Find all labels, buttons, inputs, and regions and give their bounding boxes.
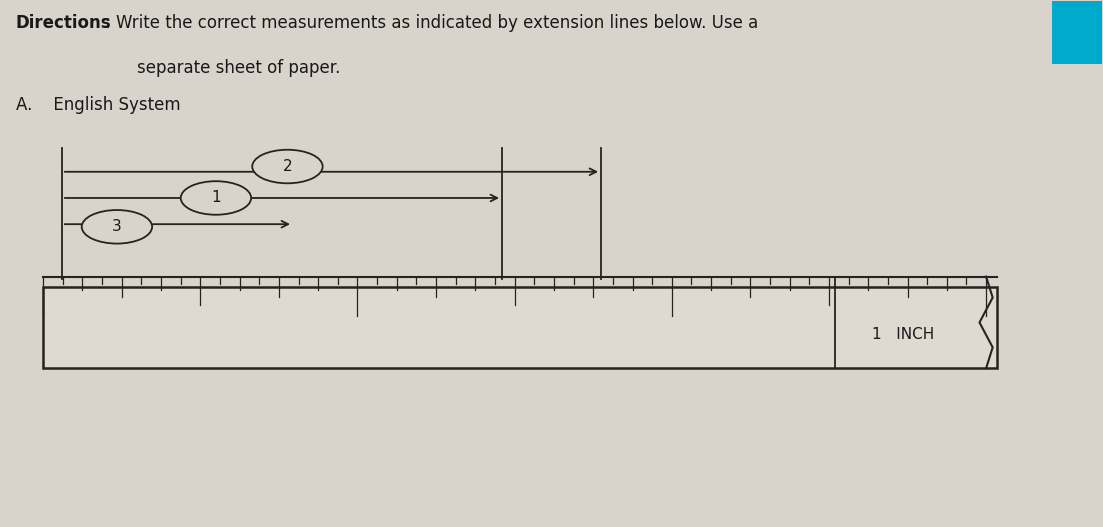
Text: 2: 2 [282,159,292,174]
Text: : Write the correct measurements as indicated by extension lines below. Use a: : Write the correct measurements as indi… [105,15,758,33]
Text: 1   INCH: 1 INCH [872,327,934,342]
Circle shape [181,181,251,214]
Circle shape [253,150,323,183]
Text: separate sheet of paper.: separate sheet of paper. [137,59,340,77]
Text: 3: 3 [113,219,121,235]
Text: 1: 1 [211,190,221,206]
Bar [1052,2,1102,64]
Bar [43,287,997,368]
Circle shape [82,210,152,243]
Text: Directions: Directions [15,15,111,33]
Text: A.    English System: A. English System [15,96,180,114]
